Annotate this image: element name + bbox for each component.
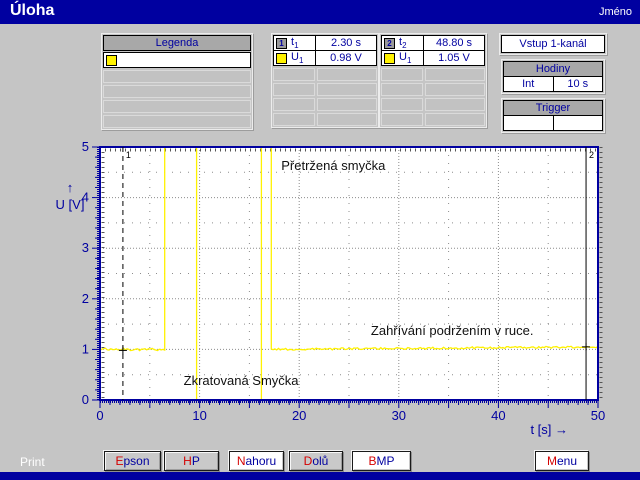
menu-button[interactable]: Menu	[535, 451, 589, 471]
table-empty-row	[273, 83, 377, 96]
cursor-2-time-value: 48.80 s	[435, 37, 473, 49]
cursor-2-time-label: t2	[399, 35, 407, 51]
chart-svg: 0 10 20 30 40 50 0 1 2 3 4 5 ↑ U [V] t [s] → 1 2 Přetržen…	[56, 139, 606, 437]
x-tick-label: 0	[96, 408, 103, 423]
dolu-button[interactable]: Dolů	[289, 451, 343, 471]
x-tick-label: 50	[591, 408, 605, 423]
cursor-1-voltage-value: 0.98 V	[330, 52, 362, 64]
trigger-panel: Trigger	[501, 98, 605, 133]
epson-button[interactable]: Epson	[104, 451, 161, 471]
cursor-1-label: 1	[126, 150, 131, 160]
y-tick-label: 4	[82, 190, 89, 205]
cursor-1-marker: 1	[276, 37, 287, 49]
legend-panel: Legenda	[101, 33, 253, 130]
x-tick-label: 30	[392, 408, 406, 423]
trigger-cell-2[interactable]	[552, 115, 603, 131]
cursor-2-table: 2 t2 48.80 s U1 1.05 V	[379, 33, 487, 128]
bmp-button[interactable]: BMP	[352, 451, 411, 471]
table-empty-row	[381, 68, 485, 81]
cursor-2-label: 2	[589, 150, 594, 160]
trigger-header: Trigger	[503, 100, 603, 116]
table-empty-row	[381, 113, 485, 126]
x-axis-label: t [s] →	[530, 422, 568, 437]
bottom-strip	[0, 472, 640, 480]
legend-row-u1[interactable]	[103, 52, 251, 68]
y-tick-label: 5	[82, 139, 89, 154]
table-empty-row	[381, 83, 485, 96]
page-title: Úloha	[10, 2, 55, 19]
cursor-1-time-label: t1	[291, 35, 299, 51]
cursor-2-time-row: 2 t2 48.80 s	[381, 35, 485, 51]
clock-header: Hodiny	[503, 61, 603, 77]
cursor-1-table: 1 t1 2.30 s U1 0.98 V	[271, 33, 379, 128]
table-empty-row	[273, 113, 377, 126]
legend-empty-row	[103, 85, 251, 98]
y-tick-label: 2	[82, 291, 89, 306]
y-tick-label: 3	[82, 240, 89, 255]
legend-empty-row	[103, 115, 251, 128]
chart-area[interactable]: 0 10 20 30 40 50 0 1 2 3 4 5 ↑ U [V] t [s] → 1 2 Přetržen…	[40, 138, 640, 445]
cursor-2-voltage-label: U1	[399, 50, 412, 66]
input-channel-label: Vstup 1-kanál	[501, 35, 605, 53]
y-axis-label: U [V]	[56, 197, 85, 212]
cursor-1-time-value: 2.30 s	[331, 37, 361, 49]
cursor-2-marker: 2	[384, 37, 395, 49]
x-tick-label: 20	[292, 408, 306, 423]
x-tick-label: 40	[491, 408, 505, 423]
cursor-1-voltage-row: U1 0.98 V	[273, 50, 377, 66]
cursor-1-time-row: 1 t1 2.30 s	[273, 35, 377, 51]
annotation-1: Zkratovaná Smyčka	[184, 373, 300, 388]
u1-swatch	[276, 52, 287, 64]
legend-empty-row	[103, 70, 251, 83]
table-empty-row	[273, 98, 377, 111]
cursor-1-voltage-label: U1	[291, 50, 304, 66]
plot-border	[99, 146, 599, 401]
table-empty-row	[381, 98, 485, 111]
annotation-0: Přetržená smyčka	[281, 158, 386, 173]
legend-swatch-u1	[106, 54, 117, 66]
input-channel-box: Vstup 1-kanál	[499, 33, 607, 55]
table-empty-row	[273, 68, 377, 81]
clock-interval-cell[interactable]: 10 s	[552, 76, 603, 92]
clock-panel: Hodiny Int 10 s	[501, 59, 605, 94]
title-bar: Úloha Jméno	[0, 0, 640, 24]
user-name-label: Jméno	[598, 6, 632, 18]
u1-swatch	[384, 52, 395, 64]
cursor-2-voltage-value: 1.05 V	[438, 52, 470, 64]
clock-mode-cell[interactable]: Int	[503, 76, 554, 92]
legend-empty-row	[103, 100, 251, 113]
y-tick-label: 1	[82, 341, 89, 356]
y-axis-arrow: ↑	[67, 180, 74, 195]
annotation-2: Zahřívání podržením v ruce.	[371, 323, 534, 338]
legend-header: Legenda	[103, 35, 251, 51]
nahoru-button[interactable]: Nahoru	[229, 451, 284, 471]
x-tick-label: 10	[192, 408, 206, 423]
hp-button[interactable]: HP	[164, 451, 219, 471]
cursor-2-voltage-row: U1 1.05 V	[381, 50, 485, 66]
y-tick-label: 0	[82, 392, 89, 407]
trigger-cell-1[interactable]	[503, 115, 554, 131]
print-label: Print	[20, 455, 45, 469]
